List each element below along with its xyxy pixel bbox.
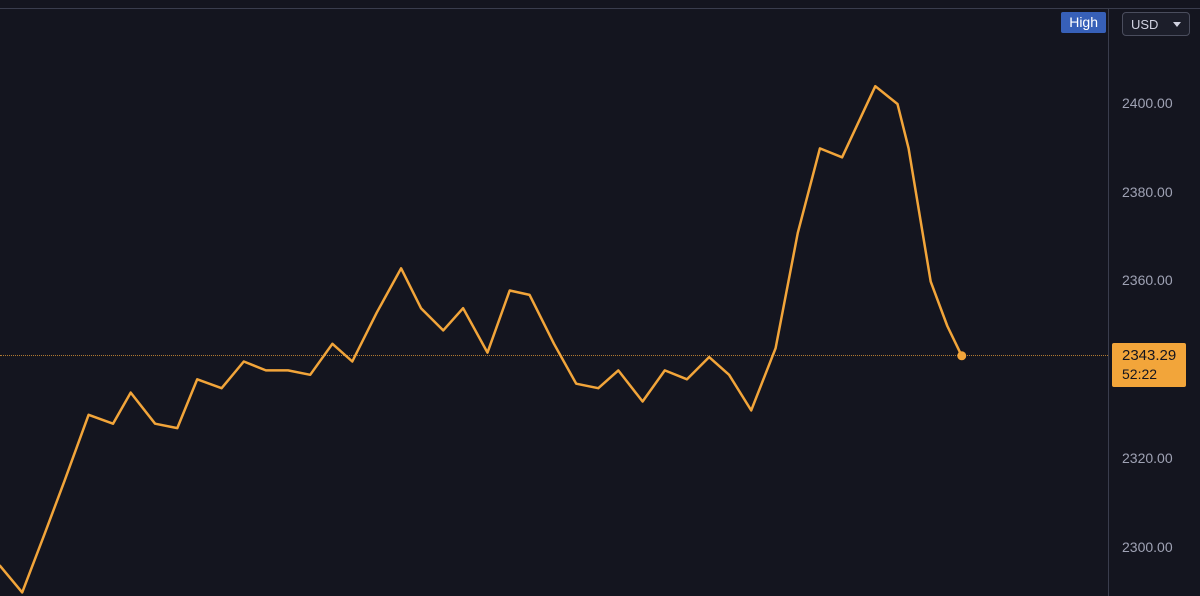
current-price-countdown: 52:22 [1122,366,1176,384]
y-axis-tick: 2360.00 [1122,272,1173,288]
current-price-line [0,355,1108,356]
y-axis-tick: 2400.00 [1122,95,1173,111]
price-line-chart [0,0,1200,596]
chevron-down-icon [1173,22,1181,27]
high-badge: High [1061,12,1106,33]
y-axis-tick: 2320.00 [1122,450,1173,466]
currency-select[interactable]: USD [1122,12,1190,36]
chart-container: High USD 2300.00 2320.00 2360.00 2380.00 240… [0,0,1200,596]
current-price-value: 2343.29 [1122,347,1176,366]
y-axis-tick: 2380.00 [1122,184,1173,200]
currency-select-value: USD [1131,17,1158,32]
current-price-badge: 2343.29 52:22 [1112,343,1186,387]
y-axis-tick: 2300.00 [1122,539,1173,555]
